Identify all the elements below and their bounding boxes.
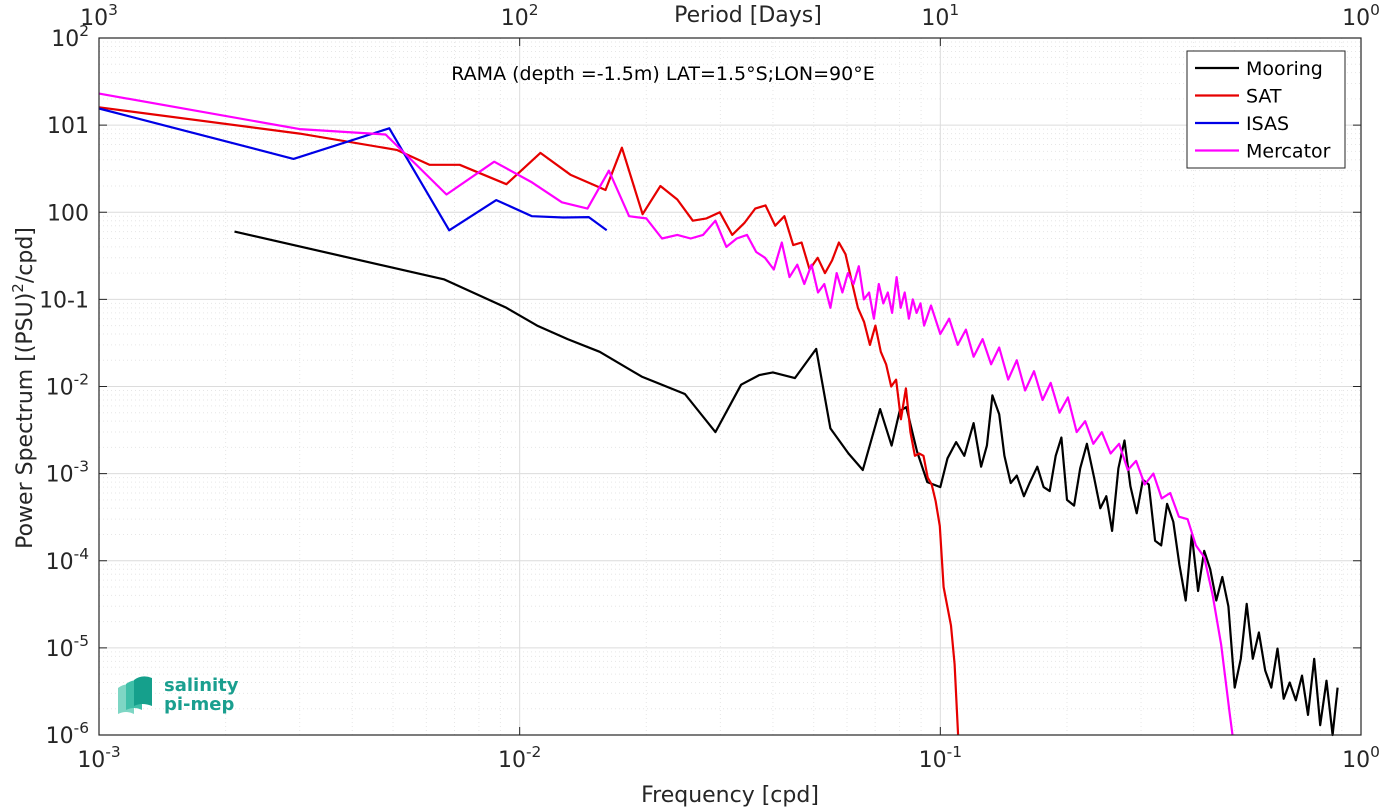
- y-axis-title-text: Power Spectrum [(PSU)2/cpd]: [9, 227, 38, 549]
- y-tick-label: 10-2: [46, 371, 89, 401]
- legend-box: [1186, 50, 1346, 169]
- x-tick-label: 10-3: [77, 743, 120, 773]
- series-line-mooring: [234, 230, 1339, 737]
- top-tick-label: 100: [1342, 1, 1380, 31]
- logo-word-pimep: pi-mep: [164, 694, 235, 715]
- y-tick-label: 101: [47, 114, 89, 139]
- x-tick-label: 10-1: [919, 743, 962, 773]
- y-tick-label: 10-5: [46, 632, 89, 662]
- y-axis-title: Power Spectrum [(PSU)2/cpd]: [9, 227, 38, 549]
- y-tick-label: 10-1: [39, 288, 89, 313]
- series-line-mercator: [98, 92, 1234, 736]
- axes: [98, 37, 1362, 736]
- top-tick-label: 102: [501, 1, 539, 31]
- x-axis-title: Frequency [cpd]: [641, 783, 819, 808]
- legend-label-mercator: Mercator: [1246, 141, 1331, 163]
- y-tick-label: 10-6: [46, 719, 89, 749]
- grid: [98, 37, 1362, 736]
- top-tick-label: 103: [80, 1, 118, 31]
- salinity-pi-mep-logo: salinity pi-mep: [116, 672, 256, 720]
- top-tick-label: 101: [921, 1, 959, 31]
- y-tick-label: 10-3: [46, 458, 89, 488]
- legend-label-sat: SAT: [1246, 86, 1282, 108]
- logo-word-salinity: salinity: [164, 675, 239, 696]
- y-tick-label: 102: [51, 22, 89, 52]
- series-line-isas: [98, 107, 608, 232]
- y-tick-label: 10-4: [46, 545, 89, 575]
- y-tick-label: 100: [47, 201, 89, 226]
- x-tick-label: 10-2: [498, 743, 541, 773]
- series-line-sat: [98, 106, 960, 736]
- legend-label-isas: ISAS: [1246, 113, 1289, 135]
- x-tick-label: 100: [1342, 743, 1380, 773]
- legend-label-mooring: Mooring: [1246, 58, 1323, 80]
- top-axis-title: Period [Days]: [674, 3, 822, 28]
- logo-mark-icon: [118, 676, 152, 714]
- series-layer: [98, 92, 1339, 737]
- legend: Mooring SAT ISAS Mercator: [1186, 50, 1346, 169]
- chart-annotation: RAMA (depth =-1.5m) LAT=1.5°S;LON=90°E: [451, 63, 875, 85]
